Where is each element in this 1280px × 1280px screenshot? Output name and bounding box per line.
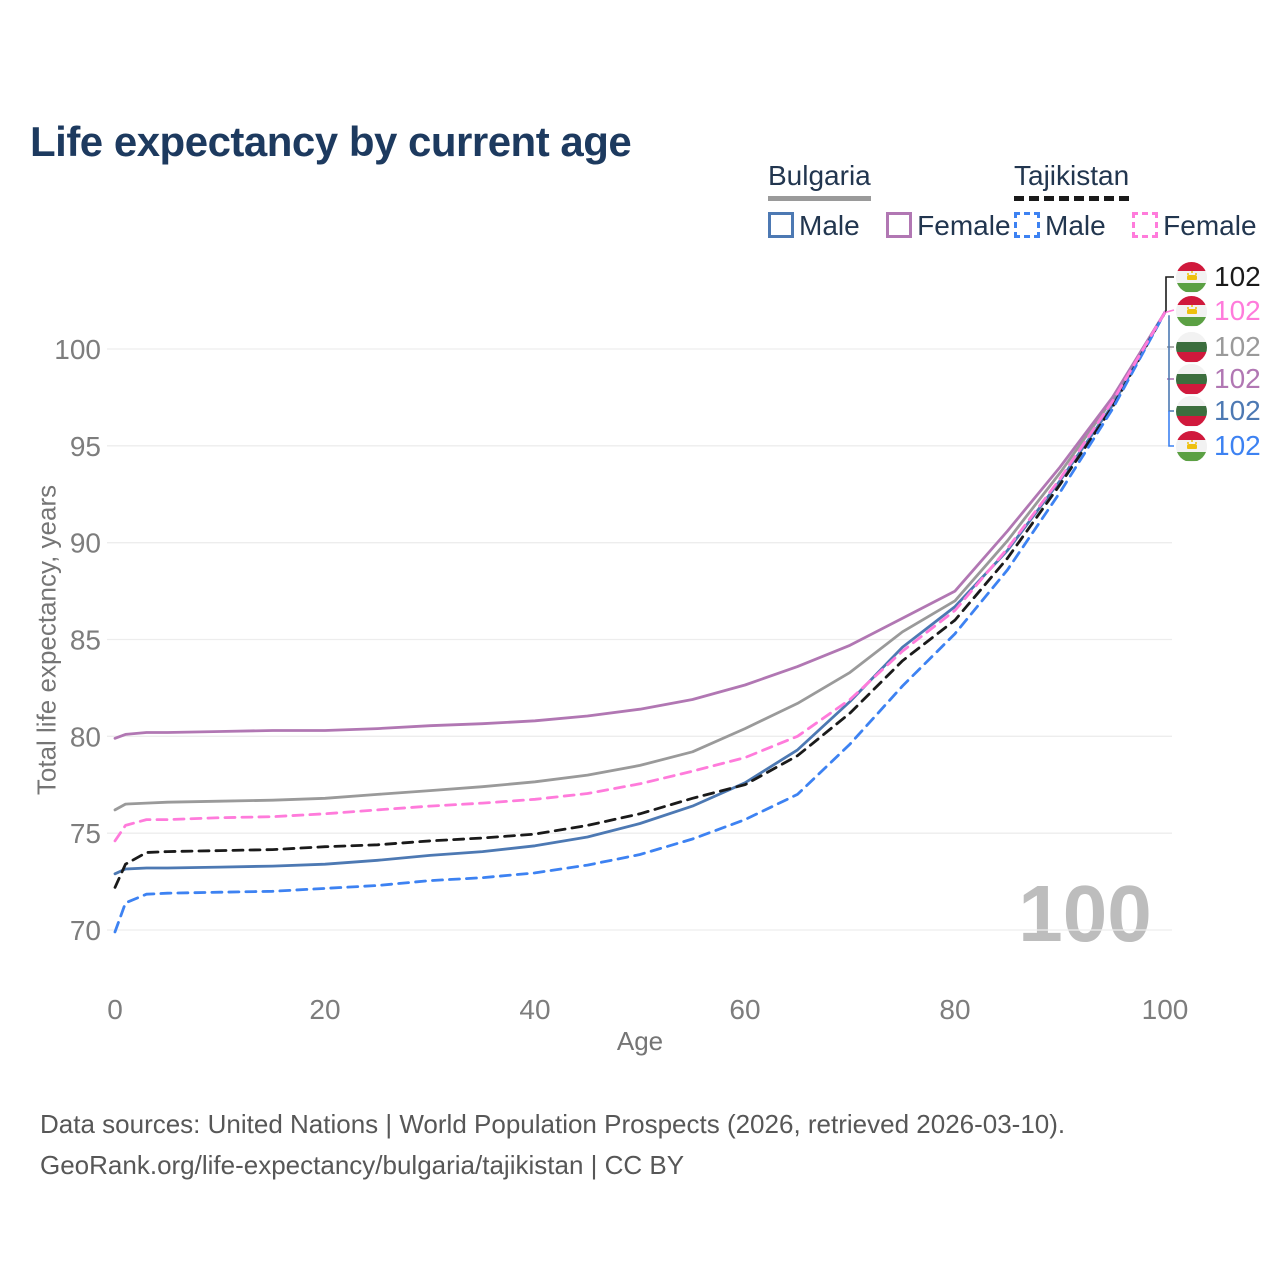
bulgaria-flag-icon xyxy=(1176,395,1207,427)
series-line-bulgaria xyxy=(113,310,1167,812)
tajikistan-flag-icon xyxy=(1176,295,1207,327)
tajikistan-female-swatch-icon xyxy=(1132,212,1159,238)
end-label-row: 102 xyxy=(1176,395,1261,427)
leader-line xyxy=(1168,315,1174,412)
legend-item-label: Female xyxy=(917,210,1011,241)
series-line-tajikistan-female xyxy=(113,310,1167,843)
end-label-row: 102 xyxy=(1176,331,1261,363)
tajikistan-flag-icon xyxy=(1176,261,1207,293)
attribution-line: GeoRank.org/life-expectancy/bulgaria/taj… xyxy=(40,1150,685,1180)
legend-group-title: Bulgaria xyxy=(768,160,871,201)
legend-item-label: Male xyxy=(1045,210,1106,241)
end-label-row: 102 xyxy=(1176,430,1261,462)
flag-stripe xyxy=(1176,331,1207,343)
bulgaria-flag-icon xyxy=(1176,331,1207,363)
flag-stripe xyxy=(1176,395,1207,407)
tajikistan-male-swatch-icon xyxy=(1014,212,1040,238)
y-tick-label: 100 xyxy=(54,334,101,365)
end-label-value: 102 xyxy=(1214,430,1261,461)
page-title: Life expectancy by current age xyxy=(30,118,632,166)
flag-stripe xyxy=(1176,416,1207,427)
x-axis-title: Age xyxy=(616,1026,664,1056)
bulgaria-flag-icon xyxy=(1176,363,1207,395)
bulgaria-male-swatch-icon xyxy=(768,212,794,238)
flag-stripe xyxy=(1176,316,1207,327)
legend-group-bulgaria: Bulgaria Male Female xyxy=(768,160,1011,242)
end-label-value: 102 xyxy=(1214,295,1261,326)
x-tick-label: 100 xyxy=(1142,994,1189,1025)
flag-stripe xyxy=(1176,363,1207,375)
data-sources-line: Data sources: United Nations | World Pop… xyxy=(40,1109,1066,1139)
x-tick-label: 60 xyxy=(729,994,760,1025)
end-label-row: 102 xyxy=(1176,295,1261,327)
y-tick-label: 80 xyxy=(70,721,101,752)
watermark: 100 xyxy=(1018,869,1151,958)
y-tick-label: 70 xyxy=(70,915,101,946)
flag-stripe xyxy=(1176,384,1207,395)
leader-line xyxy=(1165,276,1174,313)
leader-line xyxy=(1165,309,1175,313)
crown-emblem-icon xyxy=(1186,304,1197,314)
legend-item-label: Female xyxy=(1163,210,1257,241)
flag-stripe xyxy=(1176,430,1207,441)
flag-stripe xyxy=(1176,451,1207,462)
y-tick-label: 95 xyxy=(70,431,101,462)
flag-stripe xyxy=(1176,295,1207,306)
flag-stripe xyxy=(1176,374,1207,385)
x-tick-label: 80 xyxy=(939,994,970,1025)
y-tick-label: 75 xyxy=(70,818,101,849)
flag-stripe xyxy=(1176,261,1207,272)
y-axis-title: Total life expectancy, years xyxy=(31,484,62,796)
flag-stripe xyxy=(1176,352,1207,363)
end-label-value: 102 xyxy=(1214,261,1261,292)
bulgaria-female-swatch-icon xyxy=(886,212,913,238)
legend-item-label: Male xyxy=(799,210,860,241)
y-tick-label: 90 xyxy=(70,528,101,559)
x-tick-label: 20 xyxy=(309,994,340,1025)
legend-group-tajikistan: Tajikistan Male Female xyxy=(1014,160,1257,242)
series-line-tajikistan-male xyxy=(113,310,1167,934)
y-tick-label: 85 xyxy=(70,624,101,655)
crown-emblem-icon xyxy=(1186,439,1197,449)
end-label-value: 102 xyxy=(1214,395,1261,426)
end-label-row: 102 xyxy=(1176,363,1261,395)
end-label-row: 102 xyxy=(1176,261,1261,293)
end-label-value: 102 xyxy=(1214,363,1261,394)
series-line-bulgaria-female xyxy=(113,310,1167,740)
crown-emblem-icon xyxy=(1186,270,1197,280)
x-tick-label: 40 xyxy=(519,994,550,1025)
series-line-tajikistan xyxy=(113,310,1167,889)
tajikistan-flag-icon xyxy=(1176,430,1207,462)
flag-stripe xyxy=(1176,406,1207,417)
series-line-bulgaria-male xyxy=(113,310,1167,876)
flag-stripe xyxy=(1176,342,1207,353)
leader-line xyxy=(1168,411,1174,447)
end-label-value: 102 xyxy=(1214,331,1261,362)
legend-group-title: Tajikistan xyxy=(1014,160,1130,201)
x-tick-label: 0 xyxy=(107,994,123,1025)
data-source-footer: Data sources: United Nations | World Pop… xyxy=(40,1104,1065,1186)
flag-stripe xyxy=(1176,282,1207,293)
